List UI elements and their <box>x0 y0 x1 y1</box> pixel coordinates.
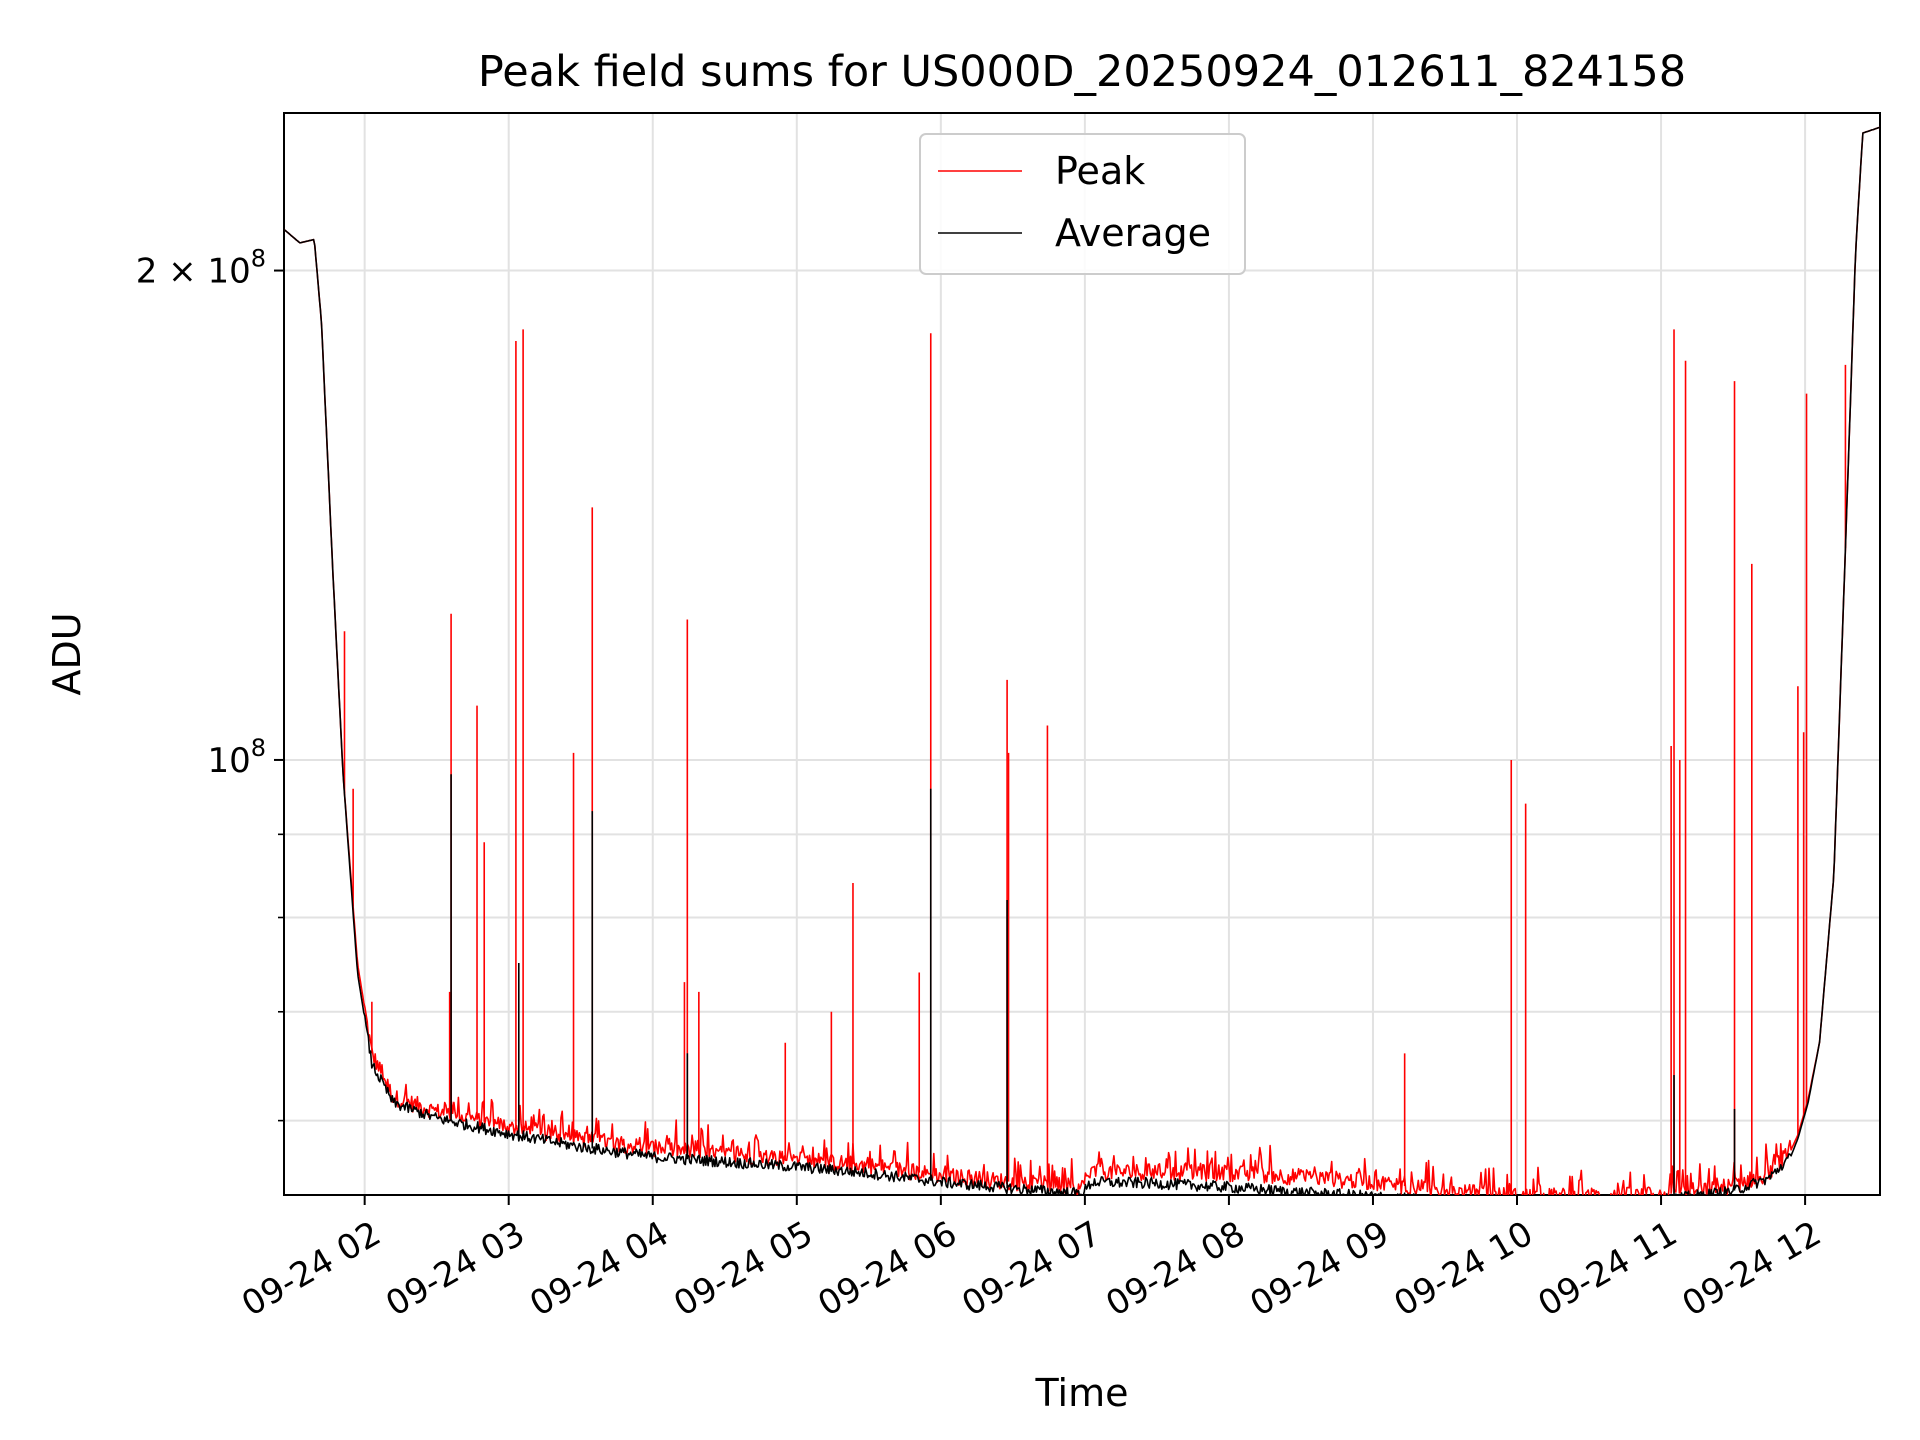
legend: Peak Average <box>919 133 1246 275</box>
x-axis-label: Time <box>1035 1371 1129 1415</box>
y-tick-label: 108 <box>207 734 266 781</box>
y-tick-label-exponent: 8 <box>251 734 266 762</box>
y-tick-label: 2 × 108 <box>136 245 266 292</box>
y-tick-label-mantissa: 2 × 10 <box>136 252 251 292</box>
y-axis-label: ADU <box>45 612 89 695</box>
legend-peak-label: Peak <box>1055 149 1145 193</box>
y-tick-label-exponent: 8 <box>251 245 266 273</box>
plot-area <box>284 126 1880 1195</box>
peak-series-line <box>284 126 1880 1195</box>
average-series-line <box>284 126 1880 1195</box>
legend-box <box>919 133 1246 275</box>
grid-lines <box>284 113 1880 1195</box>
legend-average-label: Average <box>1055 211 1211 255</box>
chart-title: Peak field sums for US000D_20250924_0126… <box>478 47 1686 97</box>
y-tick-label-mantissa: 10 <box>207 741 250 781</box>
axes-frame <box>283 112 1881 1196</box>
